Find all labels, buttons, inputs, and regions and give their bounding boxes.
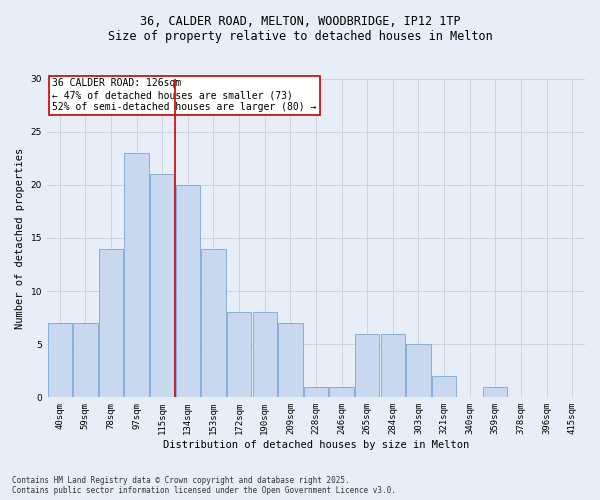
Bar — [253, 312, 277, 398]
Bar — [47, 323, 72, 398]
Bar — [150, 174, 175, 398]
Bar — [176, 185, 200, 398]
Bar — [278, 323, 302, 398]
Bar — [329, 386, 354, 398]
Bar — [432, 376, 456, 398]
Bar — [201, 248, 226, 398]
X-axis label: Distribution of detached houses by size in Melton: Distribution of detached houses by size … — [163, 440, 469, 450]
Bar — [304, 386, 328, 398]
Text: 36, CALDER ROAD, MELTON, WOODBRIDGE, IP12 1TP
Size of property relative to detac: 36, CALDER ROAD, MELTON, WOODBRIDGE, IP1… — [107, 15, 493, 43]
Bar — [124, 153, 149, 398]
Bar — [99, 248, 123, 398]
Bar — [73, 323, 98, 398]
Text: 36 CALDER ROAD: 126sqm
← 47% of detached houses are smaller (73)
52% of semi-det: 36 CALDER ROAD: 126sqm ← 47% of detached… — [52, 78, 317, 112]
Text: Contains HM Land Registry data © Crown copyright and database right 2025.
Contai: Contains HM Land Registry data © Crown c… — [12, 476, 396, 495]
Bar — [406, 344, 431, 398]
Bar — [483, 386, 508, 398]
Bar — [227, 312, 251, 398]
Bar — [355, 334, 379, 398]
Bar — [380, 334, 405, 398]
Y-axis label: Number of detached properties: Number of detached properties — [15, 148, 25, 328]
